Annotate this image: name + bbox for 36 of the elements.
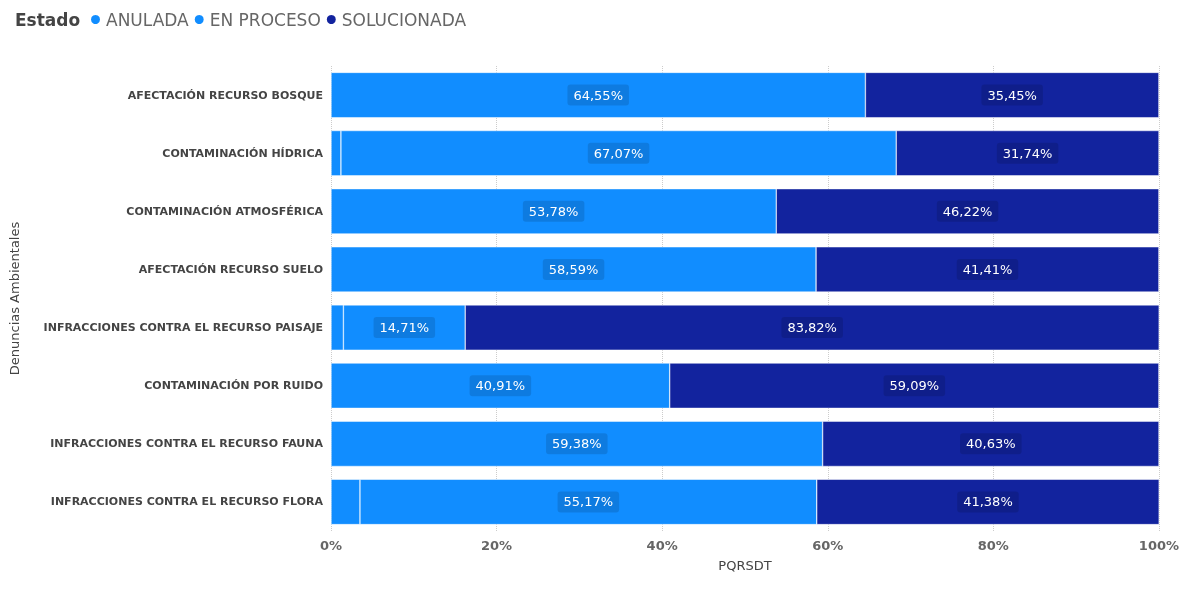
x-tick-label: 0% bbox=[319, 538, 343, 553]
data-label: 31,74% bbox=[1002, 145, 1053, 161]
y-tick-label: AFECTACIÓN RECURSO BOSQUE bbox=[127, 88, 323, 102]
y-tick-label: INFRACCIONES CONTRA EL RECURSO FLORA bbox=[50, 495, 324, 509]
data-label: 41,41% bbox=[962, 261, 1013, 277]
data-label: 83,82% bbox=[787, 320, 837, 336]
x-tick-label: 20% bbox=[481, 538, 513, 553]
data-label: 14,71% bbox=[379, 320, 430, 336]
data-label: 64,55% bbox=[573, 87, 623, 103]
y-tick-label: AFECTACIÓN RECURSO SUELO bbox=[138, 262, 323, 276]
data-label: 53,78% bbox=[528, 203, 579, 219]
data-label: 59,09% bbox=[889, 378, 940, 394]
legend-label: EN PROCESO bbox=[209, 9, 321, 30]
data-label: 55,17% bbox=[563, 494, 614, 510]
data-label: 58,59% bbox=[548, 261, 599, 277]
data-label: 67,07% bbox=[593, 145, 644, 161]
legend-title: Estado bbox=[15, 9, 81, 30]
y-tick-label: INFRACCIONES CONTRA EL RECURSO PAISAJE bbox=[43, 321, 323, 335]
legend-label: ANULADA bbox=[106, 9, 190, 30]
y-tick-label: CONTAMINACIÓN HÍDRICA bbox=[162, 146, 324, 160]
y-tick-label: CONTAMINACIÓN ATMOSFÉRICA bbox=[126, 204, 324, 218]
x-tick-label: 60% bbox=[812, 538, 844, 553]
x-axis-title: PQRSDT bbox=[718, 558, 772, 573]
y-axis-title: Denuncias Ambientales bbox=[7, 221, 22, 376]
data-label: 35,45% bbox=[987, 87, 1037, 103]
data-label: 40,91% bbox=[475, 378, 526, 394]
y-tick-label: CONTAMINACIÓN POR RUIDO bbox=[144, 379, 323, 393]
y-tick-label: INFRACCIONES CONTRA EL RECURSO FAUNA bbox=[50, 437, 324, 451]
data-label: 41,38% bbox=[963, 494, 1013, 510]
x-tick-label: 80% bbox=[977, 538, 1009, 553]
x-tick-label: 40% bbox=[646, 538, 678, 553]
legend-label: SOLUCIONADA bbox=[341, 9, 467, 30]
data-label: 59,38% bbox=[552, 436, 602, 452]
x-tick-label: 100% bbox=[1138, 538, 1180, 553]
data-label: 40,63% bbox=[966, 436, 1016, 452]
data-label: 46,22% bbox=[942, 203, 993, 219]
